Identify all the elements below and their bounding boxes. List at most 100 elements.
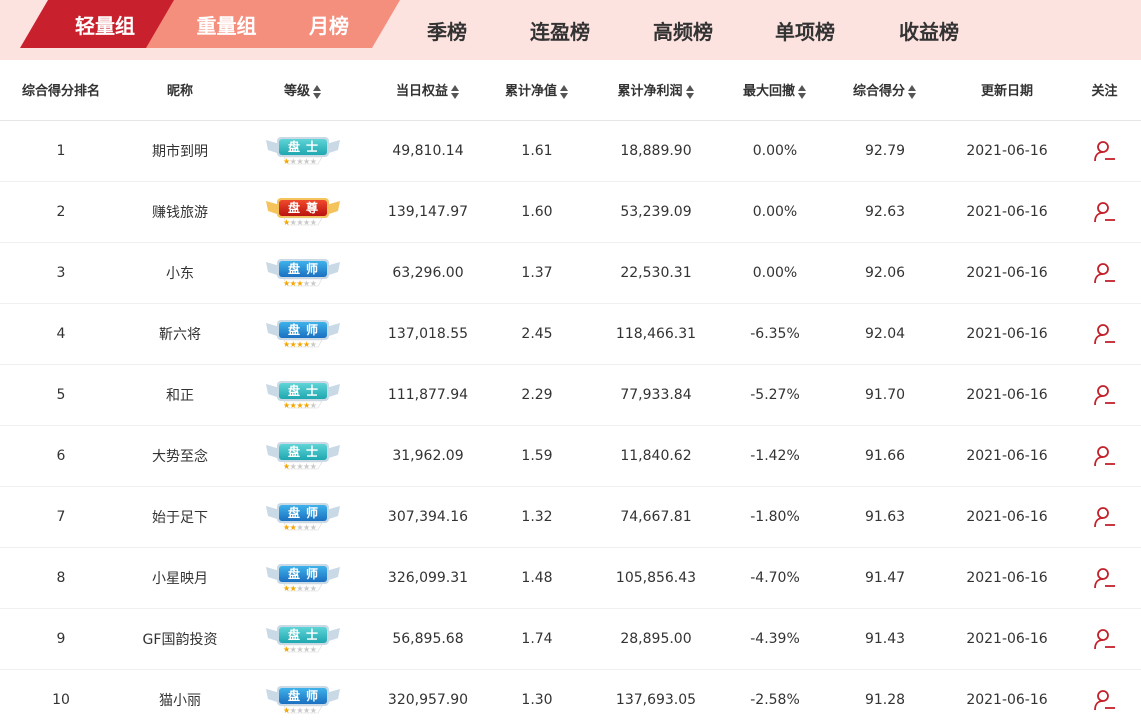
update-date-cell: 2021-06-16 <box>946 181 1068 243</box>
nickname-cell[interactable]: 始于足下 <box>122 486 238 548</box>
level-label: 盘士 <box>287 383 324 398</box>
follow-user-icon[interactable] <box>1093 505 1117 529</box>
ranking-table: 综合得分排名 昵称 等级 当日权益 累计净值 累计净利润 最大回撤 综合得分 更… <box>0 60 1141 726</box>
column-header-cumulative-profit[interactable]: 累计净利润 <box>586 60 726 121</box>
update-date-cell: 2021-06-16 <box>946 364 1068 426</box>
daily-equity-cell: 326,099.31 <box>368 547 488 609</box>
level-badge-icon <box>266 685 340 713</box>
nickname-cell[interactable]: 大势至念 <box>122 425 238 487</box>
tab-heavy-group[interactable]: 重量组 <box>146 0 301 48</box>
level-stars: ★★★★★ <box>283 400 317 410</box>
tab-win-streak[interactable]: 连盈榜 <box>530 19 590 44</box>
nickname-cell[interactable]: 赚钱旅游 <box>122 181 238 243</box>
cumulative-nav-cell: 1.60 <box>488 181 586 243</box>
cumulative-nav-cell: 1.32 <box>488 486 586 548</box>
level-cell: 盘士 ★★★★★ <box>238 608 368 670</box>
column-header-daily-equity[interactable]: 当日权益 <box>368 60 488 121</box>
level-badge-icon <box>266 441 340 469</box>
level-label: 盘师 <box>287 688 324 703</box>
follow-user-icon[interactable] <box>1093 200 1117 224</box>
sort-icon[interactable] <box>798 84 807 99</box>
max-drawdown-cell: -6.35% <box>726 303 824 365</box>
level-stars: ★★★★★ <box>283 583 317 593</box>
table-row[interactable]: 4 靳六将 盘师 ★★★★★ 137,018.55 2.45 118,466.3… <box>0 303 1141 365</box>
column-header-max-drawdown[interactable]: 最大回撤 <box>726 60 824 121</box>
tab-light-group[interactable]: 轻量组 <box>20 0 190 48</box>
follow-user-icon[interactable] <box>1093 566 1117 590</box>
tab-quarterly[interactable]: 季榜 <box>427 19 467 44</box>
follow-user-icon[interactable] <box>1093 688 1117 712</box>
follow-user-icon[interactable] <box>1093 383 1117 407</box>
nickname-cell[interactable]: 期市到明 <box>122 120 238 182</box>
level-label: 盘士 <box>287 139 324 154</box>
table-row[interactable]: 5 和正 盘士 ★★★★★ 111,877.94 2.29 77,933.84 … <box>0 364 1141 426</box>
table-row[interactable]: 9 GF国韵投资 盘士 ★★★★★ 56,895.68 1.74 28,895.… <box>0 608 1141 670</box>
update-date-cell: 2021-06-16 <box>946 303 1068 365</box>
level-badge: 盘士 ★★★★★ <box>264 622 342 656</box>
composite-score-cell: 91.66 <box>824 425 946 487</box>
cumulative-nav-cell: 1.30 <box>488 669 586 726</box>
sort-icon[interactable] <box>313 84 322 99</box>
follow-user-icon[interactable] <box>1093 322 1117 346</box>
follow-user-icon[interactable] <box>1093 139 1117 163</box>
nickname-cell[interactable]: 和正 <box>122 364 238 426</box>
composite-score-cell: 91.70 <box>824 364 946 426</box>
level-cell: 盘师 ★★★★★ <box>238 242 368 304</box>
table-row[interactable]: 2 赚钱旅游 盘尊 ★★★★★ 139,147.97 1.60 53,239.0… <box>0 181 1141 243</box>
level-label: 盘师 <box>287 261 324 276</box>
composite-score-cell: 91.28 <box>824 669 946 726</box>
tab-monthly[interactable]: 月榜 <box>258 0 400 48</box>
follow-user-icon[interactable] <box>1093 627 1117 651</box>
level-badge-icon <box>266 502 340 530</box>
table-header-row: 综合得分排名 昵称 等级 当日权益 累计净值 累计净利润 最大回撤 综合得分 更… <box>0 60 1141 121</box>
rank-cell: 3 <box>0 242 122 304</box>
tab-high-frequency[interactable]: 高频榜 <box>653 19 713 44</box>
nickname-cell[interactable]: 小东 <box>122 242 238 304</box>
nickname-cell[interactable]: 靳六将 <box>122 303 238 365</box>
follow-cell <box>1068 669 1141 726</box>
column-header-composite-score[interactable]: 综合得分 <box>824 60 946 121</box>
follow-cell <box>1068 486 1141 548</box>
rank-cell: 8 <box>0 547 122 609</box>
level-label: 盘士 <box>287 444 324 459</box>
follow-user-icon[interactable] <box>1093 261 1117 285</box>
level-badge-icon <box>266 563 340 591</box>
table-row[interactable]: 7 始于足下 盘师 ★★★★★ 307,394.16 1.32 74,667.8… <box>0 486 1141 548</box>
table-row[interactable]: 6 大势至念 盘士 ★★★★★ 31,962.09 1.59 11,840.62… <box>0 425 1141 487</box>
sort-icon[interactable] <box>451 84 460 99</box>
sort-icon[interactable] <box>908 84 917 99</box>
rank-cell: 9 <box>0 608 122 670</box>
tab-single-item[interactable]: 单项榜 <box>775 19 835 44</box>
table-row[interactable]: 1 期市到明 盘士 ★★★★★ 49,810.14 1.61 18,889.90… <box>0 120 1141 182</box>
column-header-nickname: 昵称 <box>122 60 238 121</box>
level-cell: 盘士 ★★★★★ <box>238 425 368 487</box>
max-drawdown-cell: -2.58% <box>726 669 824 726</box>
table-row[interactable]: 8 小星映月 盘师 ★★★★★ 326,099.31 1.48 105,856.… <box>0 547 1141 609</box>
level-badge-icon <box>266 136 340 164</box>
max-drawdown-cell: -1.80% <box>726 486 824 548</box>
daily-equity-cell: 56,895.68 <box>368 608 488 670</box>
sort-icon[interactable] <box>685 84 695 99</box>
composite-score-cell: 92.04 <box>824 303 946 365</box>
table-row[interactable]: 3 小东 盘师 ★★★★★ 63,296.00 1.37 22,530.31 0… <box>0 242 1141 304</box>
rank-cell: 2 <box>0 181 122 243</box>
level-badge: 盘士 ★★★★★ <box>264 378 342 412</box>
nickname-cell[interactable]: GF国韵投资 <box>122 608 238 670</box>
follow-cell <box>1068 181 1141 243</box>
nickname-cell[interactable]: 猫小丽 <box>122 669 238 726</box>
nickname-cell[interactable]: 小星映月 <box>122 547 238 609</box>
column-header-level[interactable]: 等级 <box>238 60 368 121</box>
level-badge: 盘士 ★★★★★ <box>264 439 342 473</box>
column-header-cumulative-nav[interactable]: 累计净值 <box>488 60 586 121</box>
max-drawdown-cell: -4.39% <box>726 608 824 670</box>
tab-label: 轻量组 <box>75 13 135 38</box>
follow-user-icon[interactable] <box>1093 444 1117 468</box>
cumulative-profit-cell: 11,840.62 <box>586 425 726 487</box>
composite-score-cell: 91.63 <box>824 486 946 548</box>
table-row[interactable]: 10 猫小丽 盘师 ★★★★★ 320,957.90 1.30 137,693.… <box>0 669 1141 726</box>
cumulative-profit-cell: 77,933.84 <box>586 364 726 426</box>
tab-returns[interactable]: 收益榜 <box>899 19 959 44</box>
column-header-rank: 综合得分排名 <box>0 60 122 121</box>
rank-cell: 6 <box>0 425 122 487</box>
sort-icon[interactable] <box>560 84 569 99</box>
